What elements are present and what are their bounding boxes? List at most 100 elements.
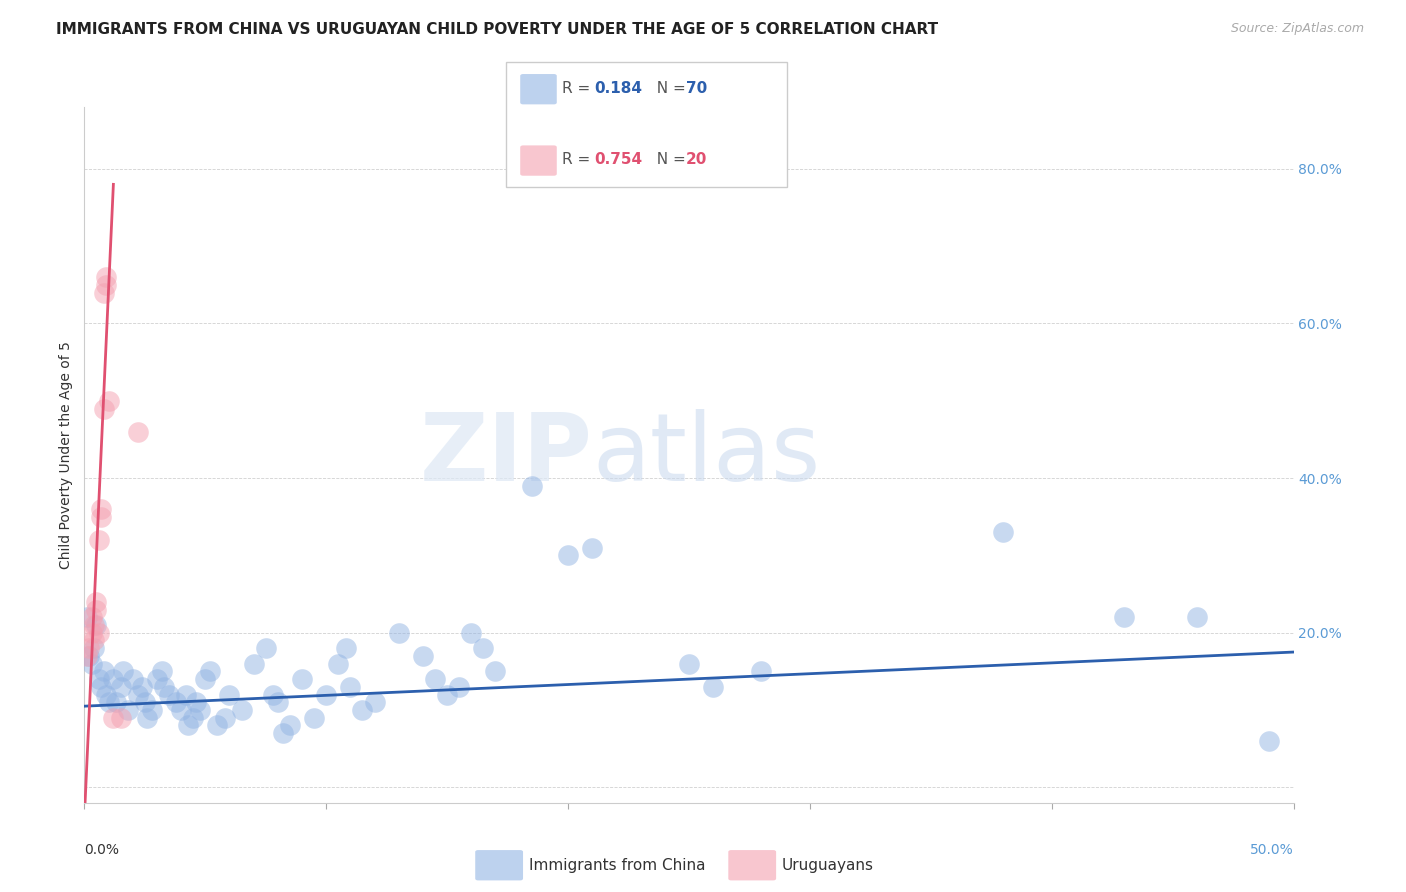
Point — [83, 633, 105, 648]
Point — [352, 703, 374, 717]
Point — [87, 533, 110, 547]
Point — [80, 657, 103, 671]
Point — [90, 680, 112, 694]
Point — [90, 509, 112, 524]
Point — [94, 688, 117, 702]
Point — [104, 695, 127, 709]
Point — [190, 703, 212, 717]
Y-axis label: Child Poverty Under the Age of 5: Child Poverty Under the Age of 5 — [59, 341, 73, 569]
Point — [218, 688, 240, 702]
Point — [76, 610, 98, 624]
Point — [83, 618, 105, 632]
Text: N =: N = — [647, 81, 690, 95]
Text: IMMIGRANTS FROM CHINA VS URUGUAYAN CHILD POVERTY UNDER THE AGE OF 5 CORRELATION : IMMIGRANTS FROM CHINA VS URUGUAYAN CHILD… — [56, 22, 938, 37]
Point — [335, 641, 357, 656]
Point — [363, 695, 385, 709]
Point — [302, 711, 325, 725]
Point — [94, 270, 117, 285]
Text: 0.184: 0.184 — [595, 81, 643, 95]
Point — [339, 680, 361, 694]
Point — [103, 711, 125, 725]
Text: Source: ZipAtlas.com: Source: ZipAtlas.com — [1230, 22, 1364, 36]
Text: Immigrants from China: Immigrants from China — [529, 858, 706, 872]
Point — [328, 657, 350, 671]
Point — [271, 726, 294, 740]
Point — [278, 718, 301, 732]
Point — [231, 703, 253, 717]
Point — [112, 665, 135, 679]
Text: 50.0%: 50.0% — [1250, 843, 1294, 857]
Point — [153, 680, 176, 694]
Point — [460, 625, 482, 640]
Point — [97, 695, 120, 709]
Point — [87, 625, 110, 640]
Point — [484, 665, 506, 679]
Point — [472, 641, 495, 656]
Point — [80, 610, 103, 624]
Point — [86, 595, 108, 609]
Point — [77, 641, 100, 656]
Point — [86, 618, 108, 632]
Point — [262, 688, 284, 702]
Point — [110, 680, 132, 694]
Point — [90, 502, 112, 516]
Point — [242, 657, 264, 671]
Point — [436, 688, 458, 702]
Text: Uruguayans: Uruguayans — [782, 858, 873, 872]
Point — [181, 711, 204, 725]
Point — [254, 641, 277, 656]
Point — [103, 672, 125, 686]
Point — [198, 665, 221, 679]
Point — [423, 672, 446, 686]
Point — [557, 549, 579, 563]
Text: N =: N = — [647, 153, 690, 167]
Text: 70: 70 — [686, 81, 707, 95]
Point — [177, 718, 200, 732]
Text: R =: R = — [562, 153, 596, 167]
Point — [581, 541, 603, 555]
Point — [1114, 610, 1136, 624]
Point — [146, 672, 169, 686]
Point — [131, 680, 153, 694]
Point — [76, 648, 98, 663]
Point — [449, 680, 471, 694]
Point — [388, 625, 411, 640]
Point — [94, 277, 117, 292]
Point — [194, 672, 217, 686]
Text: 20: 20 — [686, 153, 707, 167]
Point — [1185, 610, 1208, 624]
Point — [127, 688, 149, 702]
Point — [184, 695, 207, 709]
Point — [315, 688, 337, 702]
Point — [77, 648, 100, 663]
Point — [412, 648, 434, 663]
Text: 0.754: 0.754 — [595, 153, 643, 167]
Point — [702, 680, 724, 694]
Point — [93, 665, 115, 679]
Point — [117, 703, 139, 717]
Point — [150, 665, 173, 679]
Point — [170, 703, 193, 717]
Point — [86, 602, 108, 616]
Point — [267, 695, 290, 709]
Point — [121, 672, 143, 686]
Point — [165, 695, 187, 709]
Point — [80, 625, 103, 640]
Point — [678, 657, 700, 671]
Point — [141, 703, 163, 717]
Point — [1258, 734, 1281, 748]
Point — [87, 672, 110, 686]
Text: R =: R = — [562, 81, 596, 95]
Text: atlas: atlas — [592, 409, 821, 501]
Point — [520, 479, 543, 493]
Point — [93, 401, 115, 416]
Point — [97, 393, 120, 408]
Point — [127, 425, 149, 439]
Point — [207, 718, 229, 732]
Point — [174, 688, 197, 702]
Point — [993, 525, 1015, 540]
Point — [136, 711, 159, 725]
Point — [93, 285, 115, 300]
Point — [134, 695, 156, 709]
Point — [751, 665, 773, 679]
